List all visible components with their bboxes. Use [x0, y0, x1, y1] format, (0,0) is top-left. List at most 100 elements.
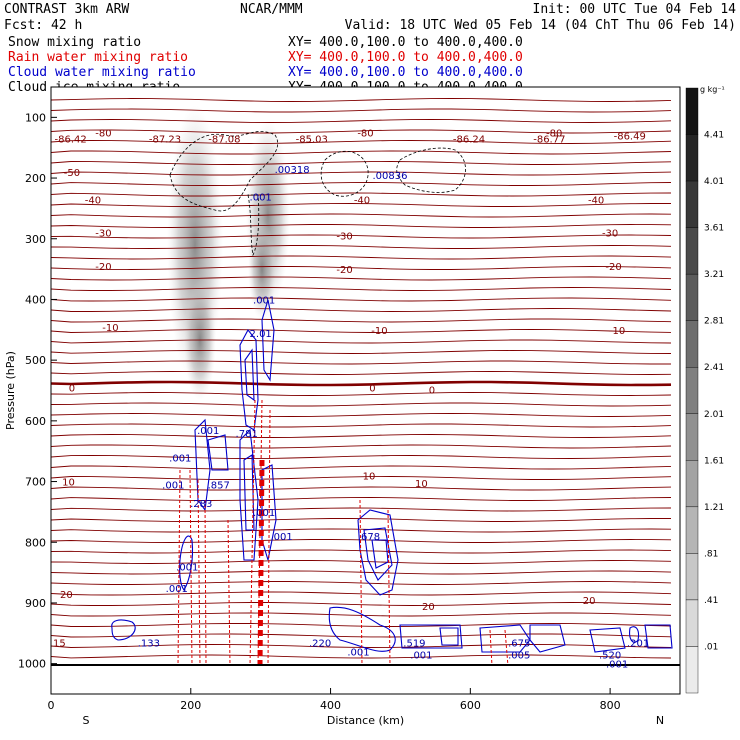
maximum-label: .00836 [372, 171, 407, 182]
heavy-rain-core [257, 459, 265, 667]
isotherm-line [50, 413, 672, 417]
isotherm-label: -80 [546, 129, 562, 140]
isotherm-label: -20 [605, 262, 621, 273]
cloud-water-contours [111, 299, 673, 653]
y-tick-label: 200 [25, 172, 46, 185]
isotherm-label: -50 [64, 168, 80, 179]
maximum-label: .520 [599, 651, 621, 662]
isotherm-line [50, 518, 671, 522]
model-title: CONTRAST 3km ARW [4, 2, 130, 17]
isotherm-line [50, 380, 672, 387]
y-tick-label: 100 [25, 111, 46, 124]
isotherm-line [50, 423, 672, 428]
maximum-label: .283 [190, 499, 212, 510]
isotherm-line [50, 119, 672, 123]
isotherm-line [50, 245, 672, 249]
isotherm-line [50, 287, 672, 291]
x-tick-label: 800 [600, 699, 621, 712]
isotherm-line [50, 150, 672, 155]
colorbar: 4.41 4.01 3.61 3.21 2.81 2.41 2.01 1.61 1.21 .81.… [685, 85, 725, 694]
init-time: Init: 00 UTC Tue 04 Feb 14 [532, 2, 737, 17]
isotherm-line [50, 350, 672, 354]
isotherm-line [50, 98, 672, 102]
colorbar-swatch [685, 413, 699, 461]
y-tick-label: 300 [25, 233, 46, 246]
isotherm-label: -40 [85, 195, 101, 206]
isotherm-line [50, 129, 672, 134]
isotherm-label: 20 [60, 590, 73, 601]
field-name-cloud-water: Cloud water mixing ratio [8, 65, 196, 80]
isotherm-label: -10 [609, 326, 625, 337]
x-tick-label: 400 [320, 699, 341, 712]
maximum-label: .519 [403, 638, 425, 649]
isotherm-line [50, 623, 672, 627]
y-tick-label: 600 [25, 415, 46, 428]
isotherm-line [50, 203, 671, 207]
maximum-label: .00318 [275, 165, 310, 176]
field-xy-rain: XY= 400.0,100.0 to 400.0,400.0 [288, 50, 523, 65]
isotherm-line [50, 633, 672, 638]
colorbar-swatch [685, 367, 699, 414]
isotherm-line [50, 140, 672, 144]
plot-frame [50, 86, 681, 695]
maximum-label: .005 [508, 651, 530, 662]
maximum-label: .220 [309, 638, 331, 649]
x-tick-label: 200 [180, 699, 201, 712]
isotherm-line [50, 507, 672, 512]
isotherm-label: -30 [95, 229, 111, 240]
y-tick-label: 500 [25, 354, 46, 367]
isotherm-line [50, 297, 672, 302]
isotherm-line [50, 486, 672, 491]
maximum-label: .001 [176, 563, 198, 574]
maximum-label: .857 [208, 481, 230, 492]
isotherm-line [50, 161, 672, 165]
colorbar-swatch [685, 460, 699, 508]
colorbar-label: 2.81 [704, 317, 724, 327]
isotherm-line [50, 392, 672, 396]
tropopause-value: -85.03 [296, 134, 328, 145]
colorbar-swatch [685, 553, 699, 601]
isotherm-label: 20 [583, 596, 596, 607]
maximum-label: .678 [358, 532, 380, 543]
isotherm-label: -20 [336, 265, 352, 276]
isotherm-label: -10 [371, 326, 387, 337]
x-end-label-right: N [656, 714, 664, 727]
isotherm-label: 0 [429, 385, 435, 396]
isotherm-line [50, 654, 672, 659]
y-tick-label: 400 [25, 293, 46, 306]
institution-label: NCAR/MMM [240, 2, 303, 17]
isotherm-label: 0 [69, 383, 75, 394]
isotherm-line [50, 276, 672, 281]
isotherm-line [50, 213, 672, 218]
y-tick-label: 800 [25, 536, 46, 549]
isotherm-line [50, 224, 672, 228]
isotherm-line [50, 308, 672, 312]
isotherm-line [50, 360, 671, 365]
maximum-label: .001 [166, 584, 188, 595]
isotherm-label: -80 [357, 129, 373, 140]
isotherm-line [50, 402, 672, 407]
maximum-label: .781 [236, 429, 258, 440]
isotherm-line [50, 266, 672, 270]
colorbar-swatch [685, 180, 699, 228]
isotherm-line [50, 444, 672, 449]
field-name-rain: Rain water mixing ratio [8, 50, 189, 65]
isotherm-line [50, 182, 672, 186]
tropopause-value: -87.08 [208, 134, 240, 145]
colorbar-label: 1.61 [704, 456, 724, 466]
y-tick-label: 700 [25, 476, 46, 489]
colorbar-swatch [685, 646, 699, 694]
isotherm-label: 20 [422, 602, 435, 613]
colorbar-label: .01 [704, 642, 718, 652]
isotherm-line [50, 192, 672, 197]
isotherm-label: 15 [53, 638, 66, 649]
colorbar-label: .41 [704, 596, 718, 606]
maximum-label: .001 [271, 532, 293, 543]
colorbar-label: .81 [704, 549, 718, 559]
isotherm-line [50, 497, 672, 501]
isotherm-line [50, 434, 672, 438]
x-axis-label: Distance (km) [327, 714, 404, 727]
maximum-label: .001 [253, 508, 275, 519]
colorbar-label: 4.01 [704, 177, 724, 187]
colorbar-swatch [685, 87, 699, 135]
